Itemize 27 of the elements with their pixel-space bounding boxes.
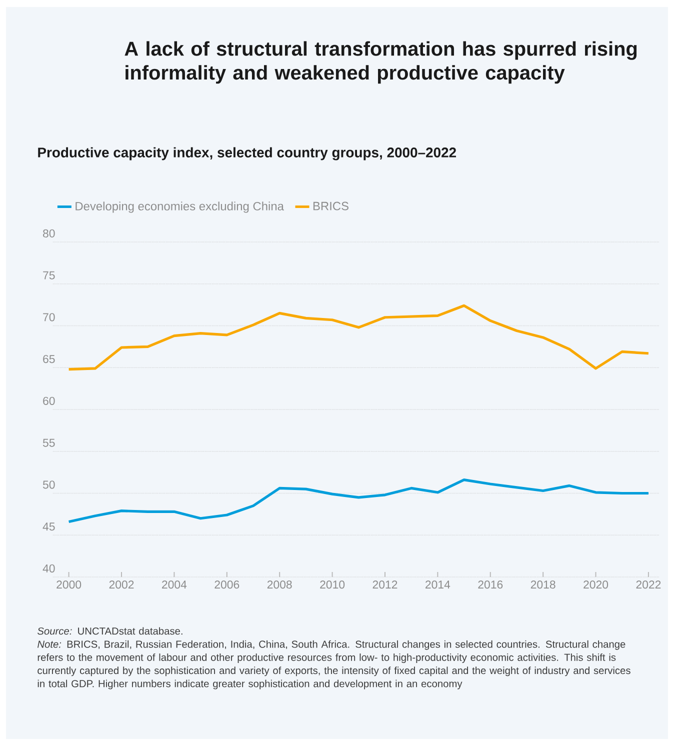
x-tick-label: 2004 <box>162 580 187 589</box>
x-tick-label: 2020 <box>584 580 608 589</box>
chart-title: A lack of structural transformation has spurred rising informality and weakened productive capacity <box>124 41 637 84</box>
x-tick-label: 2018 <box>530 580 556 589</box>
y-tick-label: 80 <box>43 229 55 238</box>
x-tick-label: 2006 <box>214 580 240 589</box>
x-tick-label: 2014 <box>426 580 450 589</box>
x-tick-label: 2016 <box>478 580 503 589</box>
x-tick-label: 2010 <box>320 580 345 589</box>
y-tick-label: 60 <box>43 396 55 405</box>
y-tick-label: 65 <box>43 354 55 364</box>
x-tick-label: 2008 <box>267 580 292 589</box>
x-tick-label: 2022 <box>636 580 661 589</box>
y-tick-label: 40 <box>42 564 55 572</box>
x-tick-label: 2000 <box>56 580 82 589</box>
legend-label: BRICS <box>313 202 348 210</box>
text: Source: UNCTADstat database. <box>37 627 182 635</box>
text: Note: BRICS, Brazil, Russian Federation, India, China, South Africa. Structural changes in selected countries. Structural change refers to the movement of labour and other productive resources from low- to high-productivity economic activities. This shift is currently captured by the sophistication and variety of exports, the intensity of fixed capital and the weight of industry and services in total GDP. Higher numbers indicate greater sophistication and development in an economy <box>38 640 630 690</box>
y-tick-label: 45 <box>42 522 55 531</box>
x-tick-label: 2002 <box>109 580 134 589</box>
y-tick-label: 70 <box>43 313 55 322</box>
x-tick-label: 2012 <box>372 580 398 589</box>
y-tick-label: 55 <box>42 438 55 447</box>
y-tick-label: 75 <box>43 271 55 280</box>
chart-subtitle: Productive capacity index, selected country groups, 2000–2022 <box>38 147 456 160</box>
y-tick-label: 50 <box>42 480 55 489</box>
legend-label: Developing economies excluding China <box>76 202 284 213</box>
